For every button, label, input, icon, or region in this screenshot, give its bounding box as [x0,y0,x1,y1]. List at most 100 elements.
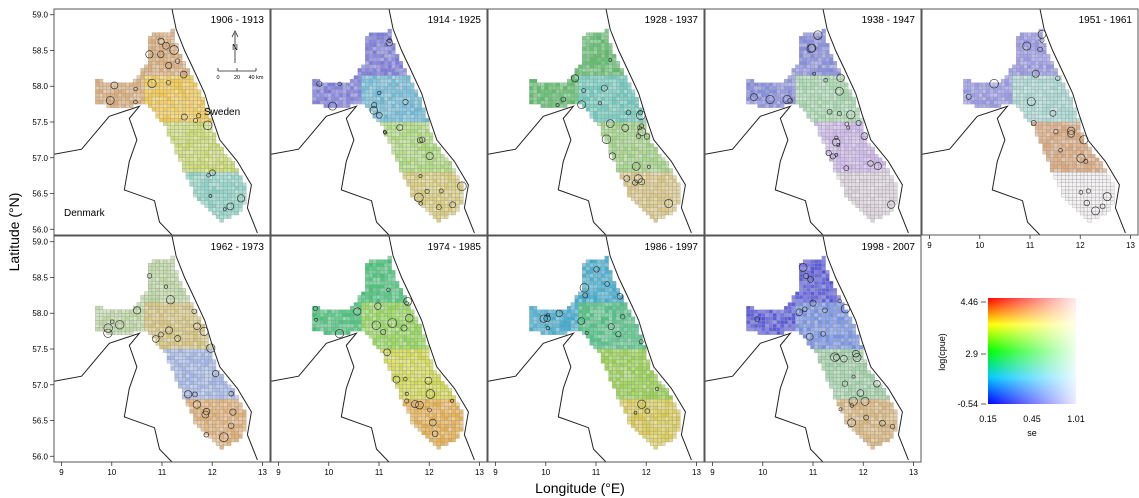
grid-cell [185,107,190,112]
grid-cell [140,75,145,80]
grid-cell [585,82,590,87]
grid-cell [174,143,179,148]
grid-cell [866,182,871,187]
grid-cell [185,100,190,105]
grid-cell [821,50,826,55]
grid-cell [204,154,209,158]
grid-cell [406,338,411,343]
grid-cell [166,53,171,58]
grid-cell [436,150,441,155]
grid-cell [817,121,822,126]
grid-cell [574,82,579,87]
grid-cell [368,89,373,94]
grid-cell [1065,93,1070,98]
grid-cell [855,125,860,130]
grid-cell [649,179,654,183]
grid-cell [215,413,220,418]
grid-cell [429,168,434,173]
grid-cell [208,207,213,212]
observation-circle [782,95,792,105]
grid-cell [429,154,434,158]
grid-cell [829,129,834,133]
grid-cell [204,363,209,368]
grid-cell [357,82,362,87]
grid-cell [125,89,130,94]
grid-cell [851,157,856,162]
grid-cell [451,200,456,205]
grid-cell [1031,114,1036,119]
grid-cell [1072,186,1077,191]
grid-cell [604,132,609,137]
grid-cell [174,320,179,325]
grid-cell [1038,93,1043,98]
grid-cell [197,338,202,343]
grid-cell [844,150,849,155]
grid-cell [204,161,209,166]
grid-cell [185,334,190,339]
grid-cell [604,46,609,51]
grid-cell [140,302,145,307]
grid-cell [746,86,751,90]
grid-cell [604,50,609,55]
grid-cell [159,313,164,317]
grid-cell [402,366,407,371]
grid-cell [1102,186,1107,191]
grid-cell [227,175,232,180]
grid-cell [432,175,437,180]
grid-cell [193,341,198,346]
grid-cell [1042,78,1047,83]
grid-cell [765,103,770,108]
grid-cell [391,370,396,375]
grid-cell [563,103,568,108]
grid-cell [1019,53,1024,58]
grid-cell [1106,182,1111,187]
grid-cell [429,373,434,378]
grid-cell [874,214,879,219]
grid-cell [848,196,853,201]
grid-cell [447,196,453,201]
grid-cell [1061,182,1066,187]
grid-cell [174,345,179,350]
grid-cell [810,96,815,101]
grid-cell [357,89,362,94]
grid-cell [631,189,636,194]
grid-cell [664,175,670,180]
grid-cell [338,93,343,98]
grid-cell [676,200,681,205]
grid-cell [410,388,415,393]
grid-cell [810,57,815,62]
grid-cell [425,200,430,205]
grid-cell [212,366,217,371]
grid-cell [170,28,175,33]
grid-cell [1087,146,1092,151]
grid-cell [627,150,632,155]
grid-cell [200,154,205,158]
grid-cell [331,82,336,87]
grid-cell [863,164,868,169]
grid-cell [129,313,134,317]
grid-cell [166,103,171,108]
grid-cell [185,391,190,396]
grid-cell [406,381,411,385]
grid-cell [234,398,239,403]
grid-cell [95,100,100,105]
observation-circle [836,73,845,82]
grid-cell [398,96,404,101]
grid-cell [661,207,666,212]
grid-cell [619,68,624,73]
grid-cell [989,93,994,98]
grid-cell [421,420,426,425]
grid-cell [95,305,100,310]
grid-cell [1098,179,1104,183]
grid-cell [432,402,437,407]
grid-cell [825,139,830,144]
grid-cell [151,39,156,44]
grid-cell [529,93,534,98]
grid-cell [132,320,138,325]
grid-cell [600,57,605,62]
grid-cell [631,111,636,116]
grid-cell [338,86,343,90]
grid-cell [425,416,430,421]
grid-cell [151,259,156,264]
grid-cell [417,129,422,133]
